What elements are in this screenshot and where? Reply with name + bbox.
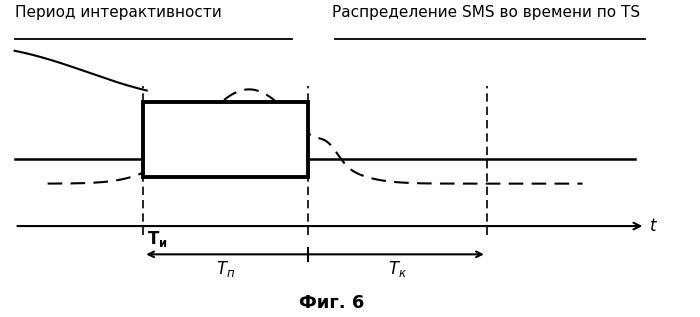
Text: Распределение SMS во времени по TS: Распределение SMS во времени по TS	[332, 4, 640, 20]
Text: $T_к$: $T_к$	[388, 259, 407, 279]
Text: $\mathbf{T_и}$: $\mathbf{T_и}$	[147, 229, 167, 249]
Text: $T_п$: $T_п$	[216, 259, 236, 279]
Bar	[144, 102, 309, 177]
Text: t: t	[650, 217, 657, 235]
Text: Фиг. 6: Фиг. 6	[299, 294, 364, 313]
Text: Период интерактивности: Период интерактивности	[15, 4, 221, 20]
